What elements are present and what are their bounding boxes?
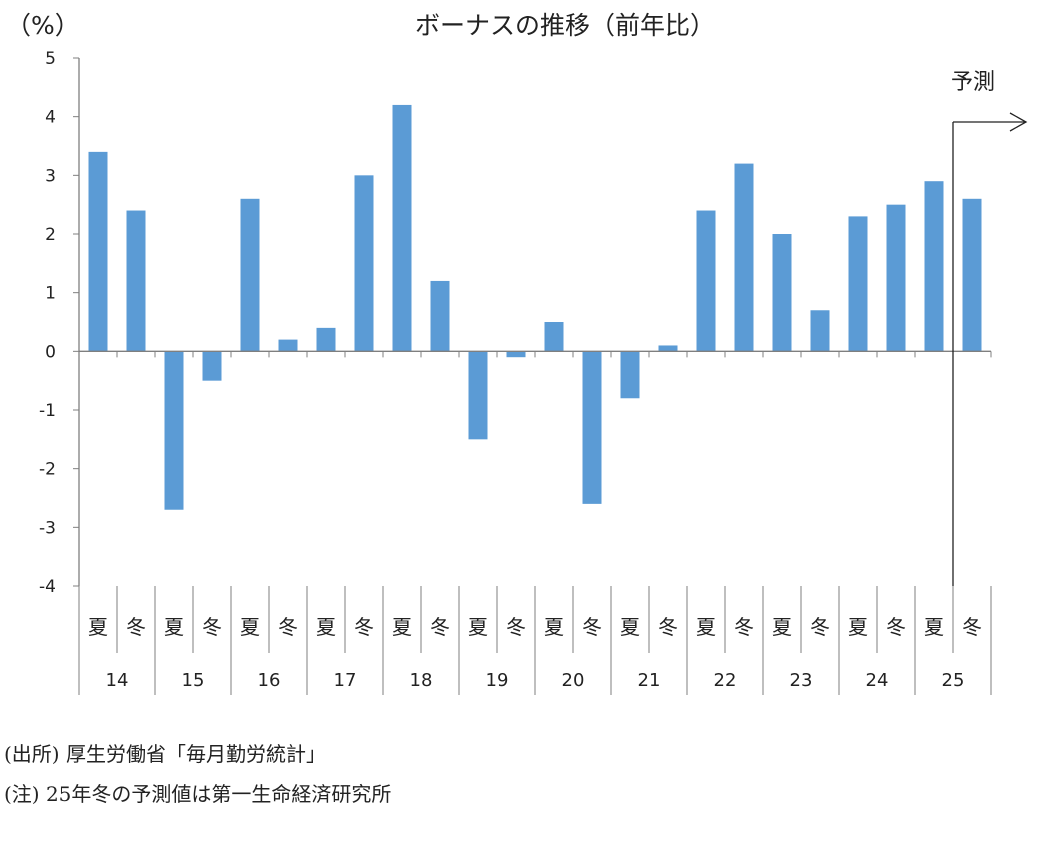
chart-title: ボーナスの推移（前年比） xyxy=(415,11,715,40)
season-label: 冬 xyxy=(354,615,374,639)
bar-18冬 xyxy=(430,280,450,352)
y-tick-label: -2 xyxy=(39,460,56,480)
year-label: 21 xyxy=(638,670,661,691)
season-label: 夏 xyxy=(164,615,184,639)
season-label: 夏 xyxy=(544,615,564,639)
year-label: 19 xyxy=(486,670,509,691)
bar-23夏 xyxy=(772,234,792,352)
year-label: 15 xyxy=(182,670,205,691)
forecast-note: (注) 25年冬の予測値は第一生命経済研究所 xyxy=(4,782,392,806)
bar-series xyxy=(88,104,982,510)
bar-21冬 xyxy=(658,345,678,352)
y-tick-label: -3 xyxy=(39,518,56,538)
y-tick-label: 0 xyxy=(45,342,56,362)
season-label: 夏 xyxy=(696,615,716,639)
bonus-chart: ボーナスの推移（前年比） （%） 543210-1-2-3-4 夏冬夏冬夏冬夏冬… xyxy=(6,11,1028,695)
season-label: 冬 xyxy=(126,615,146,639)
bar-22夏 xyxy=(696,210,716,352)
season-label: 夏 xyxy=(924,615,944,639)
bar-18夏 xyxy=(392,104,412,352)
category-axis-table: 夏冬夏冬夏冬夏冬夏冬夏冬夏冬夏冬夏冬夏冬夏冬夏冬14 15 16 17 18 19 20 21… xyxy=(78,586,992,695)
bar-24夏 xyxy=(848,216,868,352)
y-tick-label: -4 xyxy=(39,577,56,597)
y-tick-label: 5 xyxy=(45,49,56,69)
year-label: 20 xyxy=(562,670,585,691)
bar-25冬 xyxy=(962,198,982,352)
bar-14冬 xyxy=(126,210,146,352)
bar-23冬 xyxy=(810,310,830,352)
bar-24冬 xyxy=(886,204,906,352)
y-tick-label: 1 xyxy=(45,284,56,304)
year-label: 22 xyxy=(714,670,737,691)
bar-19夏 xyxy=(468,351,488,440)
season-label: 冬 xyxy=(810,615,830,639)
year-label: 17 xyxy=(334,670,357,691)
forecast-arrowhead-icon xyxy=(1009,112,1028,132)
season-label: 冬 xyxy=(506,615,526,639)
y-axis-unit-label: （%） xyxy=(6,11,80,40)
bar-16冬 xyxy=(278,339,298,352)
bar-15冬 xyxy=(202,351,222,381)
season-label: 冬 xyxy=(430,615,450,639)
bar-20冬 xyxy=(582,351,602,504)
season-label: 冬 xyxy=(278,615,298,639)
y-tick-label: 2 xyxy=(45,225,56,245)
season-label: 夏 xyxy=(620,615,640,639)
axes xyxy=(78,58,992,586)
y-tick-label: 4 xyxy=(45,108,56,128)
year-label: 25 xyxy=(942,670,965,691)
season-label: 夏 xyxy=(468,615,488,639)
year-label: 16 xyxy=(258,670,281,691)
year-label: 24 xyxy=(866,670,889,691)
season-label: 冬 xyxy=(734,615,754,639)
bar-15夏 xyxy=(164,351,184,510)
season-label: 夏 xyxy=(240,615,260,639)
season-label: 夏 xyxy=(392,615,412,639)
bar-21夏 xyxy=(620,351,640,399)
bar-17夏 xyxy=(316,327,336,352)
season-label: 冬 xyxy=(886,615,906,639)
bar-22冬 xyxy=(734,163,754,352)
y-tick-label: 3 xyxy=(45,166,56,186)
season-label: 冬 xyxy=(658,615,678,639)
bar-17冬 xyxy=(354,175,374,352)
season-label: 夏 xyxy=(772,615,792,639)
year-label: 18 xyxy=(410,670,433,691)
bar-14夏 xyxy=(88,151,108,352)
source-note: (出所) 厚生労働省「毎月勤労統計」 xyxy=(4,742,326,766)
year-label: 23 xyxy=(790,670,813,691)
season-label: 夏 xyxy=(316,615,336,639)
season-label: 冬 xyxy=(582,615,602,639)
forecast-marker: 予測 xyxy=(951,70,1028,586)
season-label: 夏 xyxy=(848,615,868,639)
forecast-label: 予測 xyxy=(951,70,995,95)
y-tick-label: -1 xyxy=(39,401,56,421)
season-label: 冬 xyxy=(962,615,982,639)
bar-16夏 xyxy=(240,198,260,352)
footnotes: (出所) 厚生労働省「毎月勤労統計」 (注) 25年冬の予測値は第一生命経済研究… xyxy=(4,744,391,804)
bar-19冬 xyxy=(506,351,526,358)
year-label: 14 xyxy=(106,670,129,691)
season-label: 冬 xyxy=(202,615,222,639)
bar-20夏 xyxy=(544,322,564,352)
season-label: 夏 xyxy=(88,615,108,639)
y-axis-ticks: 5 4 3 2 1 0 -1 -2 -3 -4 xyxy=(39,49,79,597)
bar-25夏 xyxy=(924,181,944,352)
